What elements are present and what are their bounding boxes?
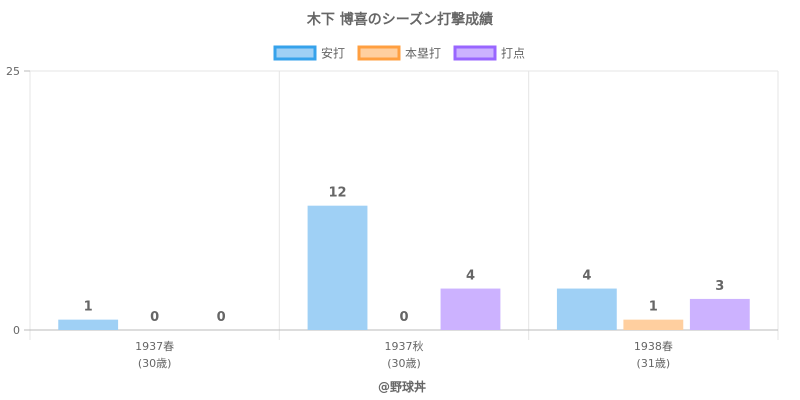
credit-text: @野球丼	[378, 379, 426, 394]
data-label: 1	[84, 300, 93, 315]
bar[interactable]	[556, 288, 617, 330]
data-label: 12	[328, 186, 346, 201]
bar[interactable]	[307, 205, 368, 330]
legend-swatch[interactable]	[273, 45, 317, 61]
legend-swatch[interactable]	[357, 45, 401, 61]
x-tick-label: 1937春	[135, 340, 174, 353]
bar[interactable]	[623, 319, 684, 330]
data-label: 0	[217, 310, 226, 325]
bars	[58, 205, 750, 330]
data-label: 3	[715, 279, 724, 294]
gridlines	[24, 70, 779, 340]
data-label: 0	[150, 310, 159, 325]
bar[interactable]	[58, 319, 119, 330]
y-tick-label: 0	[13, 324, 20, 337]
x-tick-sublabel: (30歳)	[387, 357, 421, 370]
y-tick-label: 25	[6, 65, 20, 78]
data-label: 4	[582, 269, 591, 284]
data-label: 4	[466, 269, 475, 284]
chart-title: 木下 博喜のシーズン打撃成績	[306, 11, 493, 28]
bar[interactable]	[689, 298, 750, 330]
x-tick-sublabel: (31歳)	[637, 357, 671, 370]
x-tick-label: 1938春	[634, 340, 673, 353]
data-labels: 1 0 0 12 0 4 4 1 3	[84, 186, 725, 325]
x-tick-sublabel: (30歳)	[138, 357, 172, 370]
legend: 安打 本塁打 打点	[273, 45, 525, 61]
legend-label[interactable]: 打点	[501, 47, 525, 61]
legend-label[interactable]: 本塁打	[405, 47, 441, 61]
bar[interactable]	[440, 288, 501, 330]
legend-swatch[interactable]	[453, 45, 497, 61]
y-axis: 0 25	[6, 65, 20, 337]
x-axis: 1937春 (30歳) 1937秋 (30歳) 1938春 (31歳)	[135, 339, 673, 370]
data-label: 1	[649, 300, 658, 315]
x-tick-label: 1937秋	[385, 339, 424, 353]
legend-label[interactable]: 安打	[321, 46, 345, 61]
data-label: 0	[399, 310, 408, 325]
